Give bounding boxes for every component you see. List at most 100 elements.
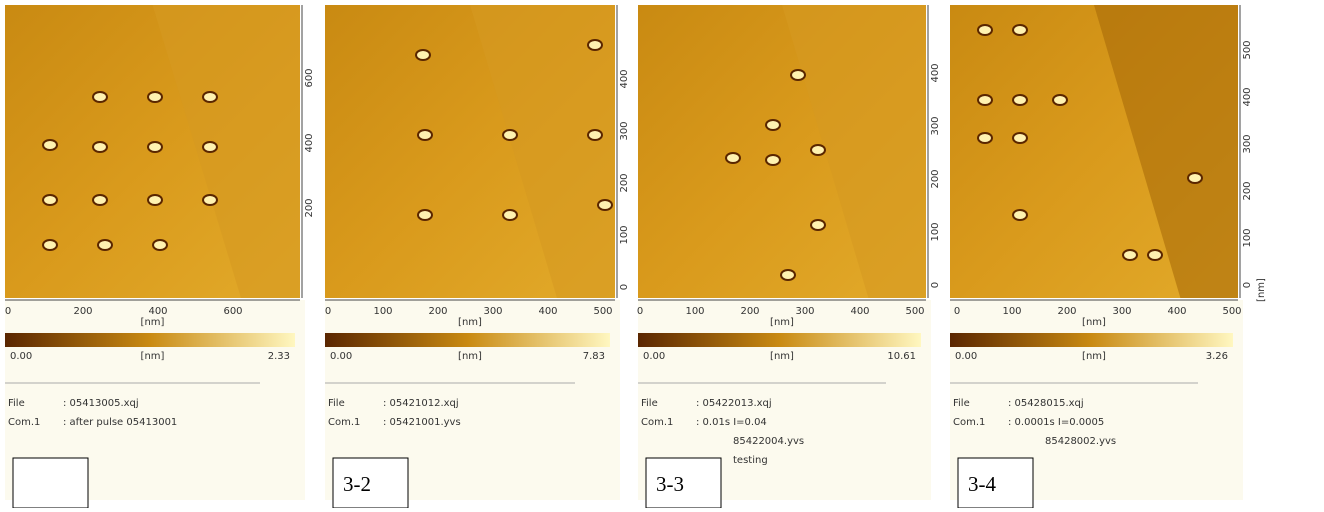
info-value: : 0.01s I=0.04 xyxy=(696,417,767,428)
colorbar-max: 3.26 xyxy=(1206,351,1228,362)
surface-feature xyxy=(418,210,432,220)
surface-feature xyxy=(148,92,162,102)
surface-feature xyxy=(791,70,805,80)
info-value: 85422004.yvs xyxy=(733,436,804,447)
y-tick-label: 200 xyxy=(1242,181,1253,200)
x-tick-label: 200 xyxy=(740,306,759,317)
x-unit: [nm] xyxy=(1082,317,1106,328)
info-value: : 05413005.xqj xyxy=(63,398,139,409)
figure-label: 3-2 xyxy=(343,472,371,496)
colorbar-unit: [nm] xyxy=(458,351,482,362)
x-tick-label: 300 xyxy=(795,306,814,317)
surface-feature xyxy=(811,220,825,230)
surface-feature xyxy=(978,133,992,143)
y-tick-label: 200 xyxy=(304,198,315,217)
y-tick-label: 0 xyxy=(619,284,630,290)
scan-panel: 0100200300400500[nm]0100200300400500[nm]… xyxy=(950,5,1267,508)
colorbar-min: 0.00 xyxy=(955,351,977,362)
x-tick-label: 200 xyxy=(73,306,92,317)
surface-feature xyxy=(98,240,112,250)
label-box xyxy=(13,458,88,508)
y-tick-label: 400 xyxy=(930,63,941,82)
x-tick-label: 600 xyxy=(223,306,242,317)
surface-feature xyxy=(43,140,57,150)
surface-feature xyxy=(811,145,825,155)
surface-feature xyxy=(1188,173,1202,183)
surface-feature xyxy=(416,50,430,60)
surface-feature xyxy=(588,130,602,140)
surface-feature xyxy=(781,270,795,280)
screenshot: 2004006000200400600[nm]0.00[nm]2.33File:… xyxy=(0,0,1324,508)
surface-feature xyxy=(1013,133,1027,143)
colorbar-unit: [nm] xyxy=(141,351,165,362)
info-key: File xyxy=(328,398,345,409)
x-tick-label: 300 xyxy=(1112,306,1131,317)
surface-feature xyxy=(1053,95,1067,105)
x-tick-label: 300 xyxy=(483,306,502,317)
y-tick-label: 100 xyxy=(1242,228,1253,247)
surface-feature xyxy=(203,195,217,205)
info-value: testing xyxy=(733,455,768,466)
x-tick-label: 100 xyxy=(373,306,392,317)
info-key: File xyxy=(953,398,970,409)
surface-feature xyxy=(203,92,217,102)
surface-feature xyxy=(588,40,602,50)
y-tick-label: 300 xyxy=(1242,134,1253,153)
surface-feature xyxy=(726,153,740,163)
surface-feature xyxy=(418,130,432,140)
x-tick-label: 400 xyxy=(1167,306,1186,317)
colorbar-min: 0.00 xyxy=(10,351,32,362)
surface-feature xyxy=(978,25,992,35)
surface-feature xyxy=(503,210,517,220)
info-key: Com.1 xyxy=(953,417,985,428)
info-key: Com.1 xyxy=(328,417,360,428)
info-value: 85428002.yvs xyxy=(1045,436,1116,447)
colorbar xyxy=(950,333,1233,347)
info-value: : 05421012.xqj xyxy=(383,398,459,409)
x-tick-label: 0 xyxy=(637,306,643,317)
colorbar xyxy=(5,333,295,347)
figure-label: 3-4 xyxy=(968,472,996,496)
y-tick-label: 200 xyxy=(930,169,941,188)
colorbar-max: 7.83 xyxy=(583,351,605,362)
x-tick-label: 400 xyxy=(850,306,869,317)
x-unit: [nm] xyxy=(770,317,794,328)
surface-feature xyxy=(153,240,167,250)
y-tick-label: 300 xyxy=(930,116,941,135)
surface-feature xyxy=(1013,210,1027,220)
surface-feature xyxy=(766,120,780,130)
surface-feature xyxy=(766,155,780,165)
surface-feature xyxy=(503,130,517,140)
x-tick-label: 400 xyxy=(148,306,167,317)
x-tick-label: 0 xyxy=(5,306,11,317)
surface-feature xyxy=(1123,250,1137,260)
surface-feature xyxy=(43,195,57,205)
colorbar-min: 0.00 xyxy=(330,351,352,362)
colorbar-min: 0.00 xyxy=(643,351,665,362)
colorbar-max: 2.33 xyxy=(268,351,290,362)
y-tick-label: 300 xyxy=(619,121,630,140)
info-key: Com.1 xyxy=(641,417,673,428)
x-tick-label: 500 xyxy=(593,306,612,317)
surface-feature xyxy=(1013,25,1027,35)
x-tick-label: 500 xyxy=(1222,306,1241,317)
figure-label: 3-3 xyxy=(656,472,684,496)
info-key: Com.1 xyxy=(8,417,40,428)
colorbar xyxy=(638,333,921,347)
surface-feature xyxy=(148,195,162,205)
x-tick-label: 200 xyxy=(1057,306,1076,317)
surface-feature xyxy=(93,92,107,102)
colorbar-max: 10.61 xyxy=(887,351,916,362)
info-value: : after pulse 05413001 xyxy=(63,417,177,428)
x-tick-label: 100 xyxy=(1002,306,1021,317)
info-value: : 05421001.yvs xyxy=(383,417,461,428)
y-unit: [nm] xyxy=(1256,278,1267,302)
y-tick-label: 0 xyxy=(1242,282,1253,288)
y-tick-label: 500 xyxy=(1242,40,1253,59)
info-key: File xyxy=(8,398,25,409)
surface-feature xyxy=(43,240,57,250)
x-tick-label: 100 xyxy=(685,306,704,317)
